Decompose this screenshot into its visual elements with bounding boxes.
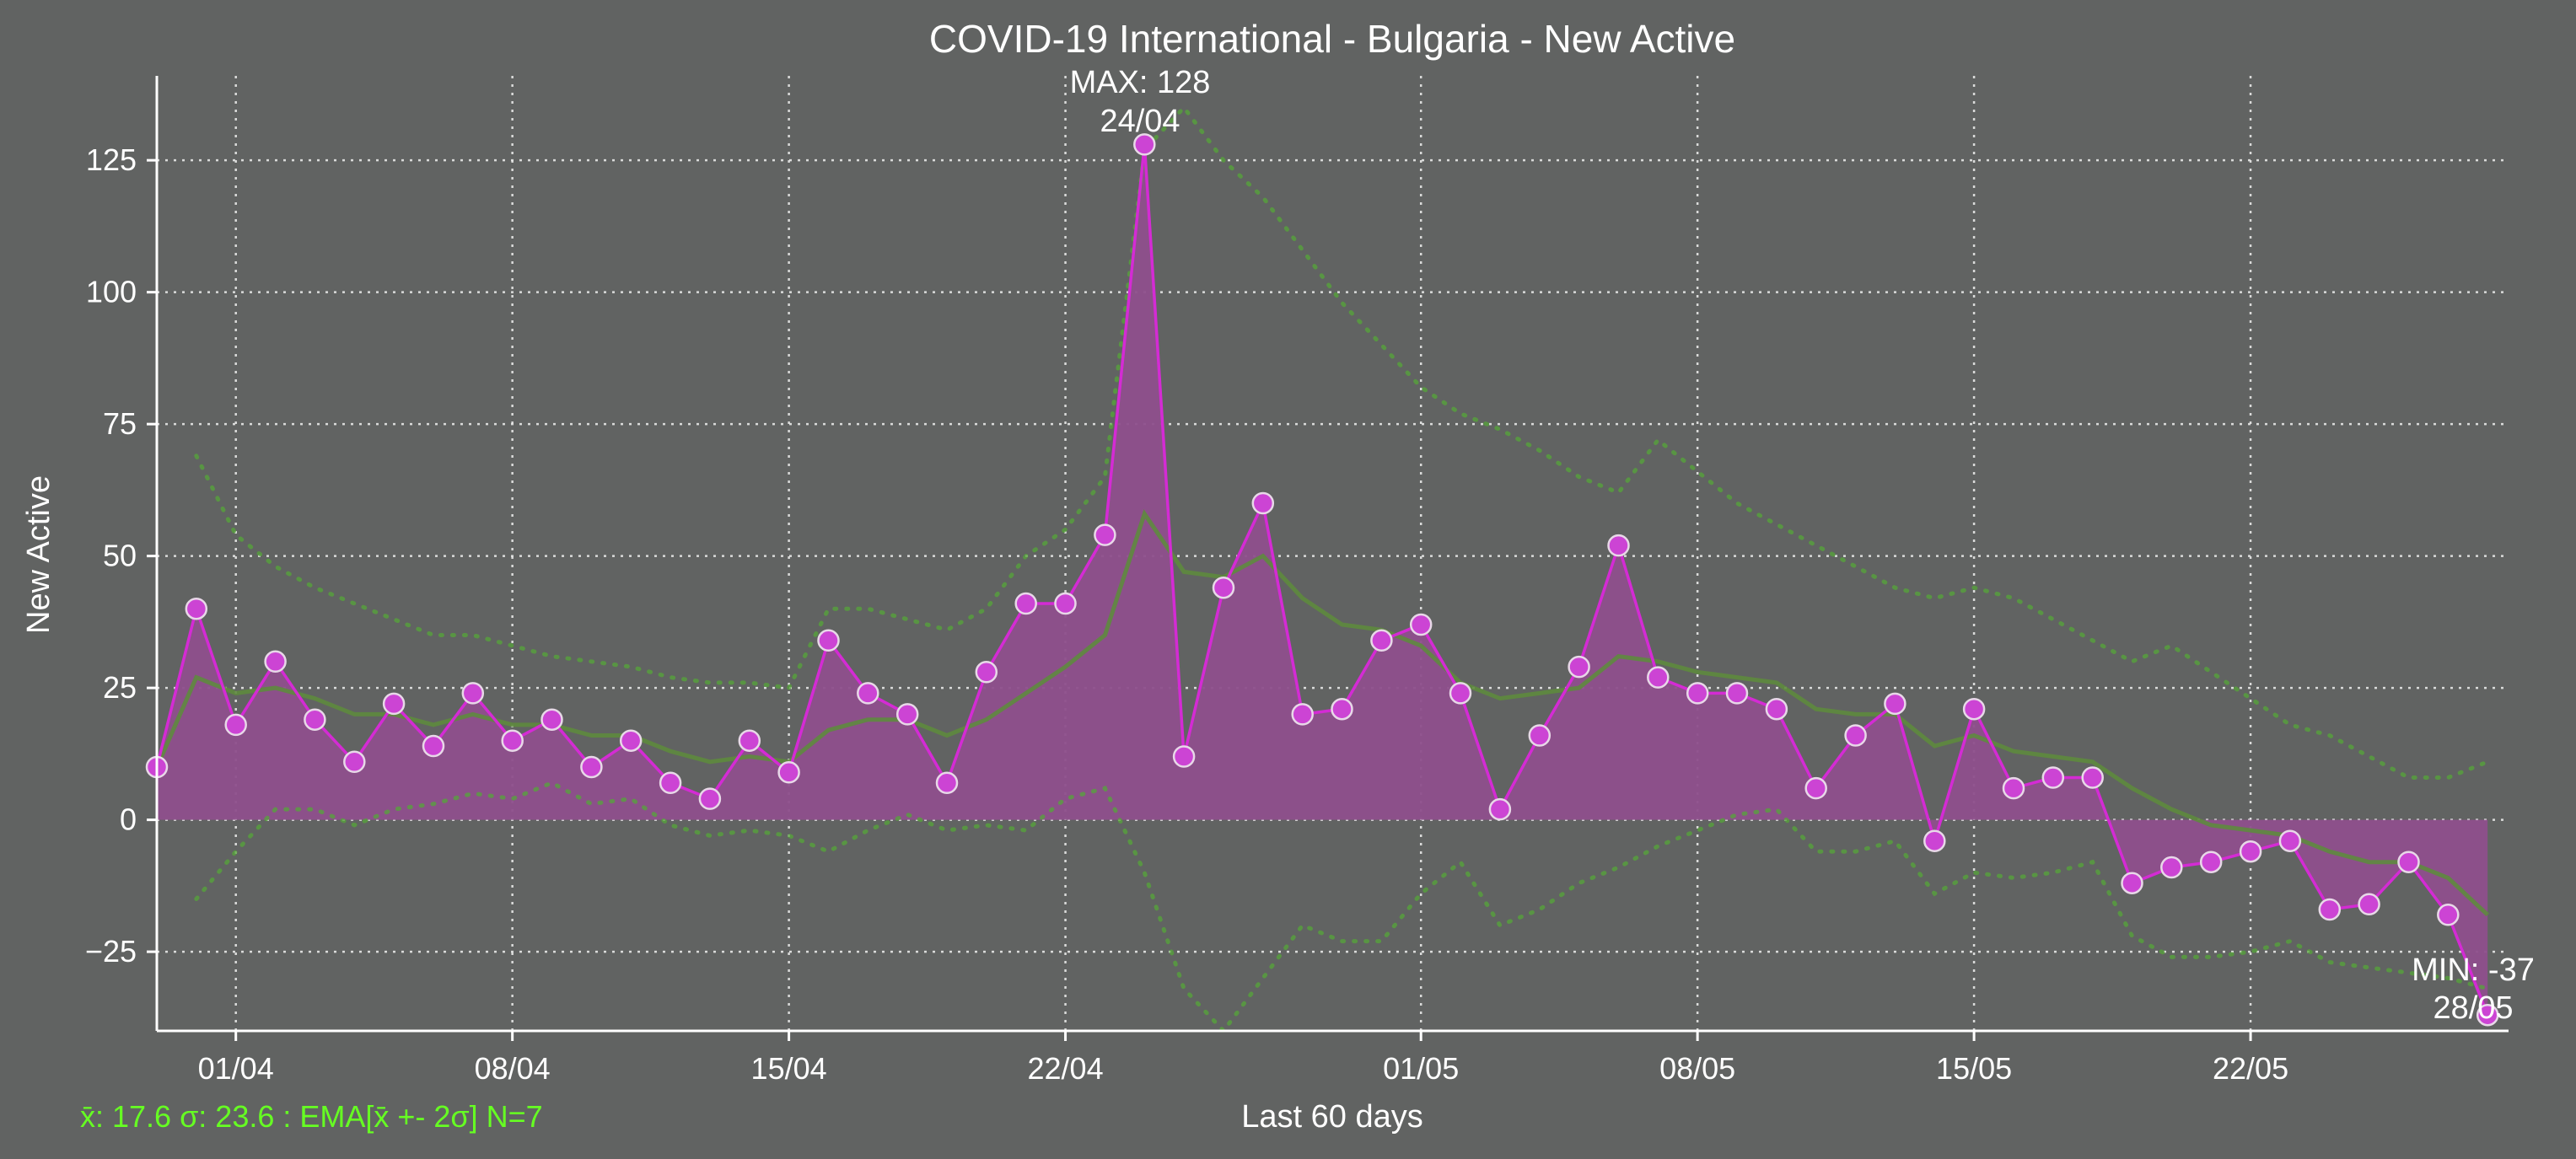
- x-tick-label: 01/04: [198, 1051, 274, 1086]
- data-point: [698, 787, 722, 810]
- data-point: [382, 692, 406, 716]
- data-point: [1488, 797, 1512, 821]
- data-point: [1844, 724, 1867, 747]
- data-point: [1449, 682, 1472, 705]
- stats-summary: x̄: 17.6 σ: 23.6 : EMA[x̄ +- 2σ] N=7: [80, 1099, 543, 1134]
- data-point: [1094, 523, 1116, 546]
- data-point: [1923, 829, 1946, 852]
- data-point: [1725, 682, 1749, 705]
- data-point: [738, 729, 761, 752]
- area-fill: [157, 144, 2488, 1016]
- data-point: [975, 661, 998, 684]
- data-point: [1607, 534, 1630, 557]
- data-point: [1251, 491, 1275, 515]
- data-point: [1804, 776, 1827, 800]
- x-ticks: 01/04 08/04 15/04 22/04 01/05 08/05 15/05 22/05: [198, 1031, 2288, 1086]
- y-ticks: −25 0 25 50 75 100 125: [85, 142, 157, 969]
- data-point: [2041, 766, 2065, 789]
- ema-upper-band-line: [194, 104, 2490, 780]
- x-axis-label: Last 60 days: [1241, 1099, 1422, 1135]
- data-point: [2160, 856, 2183, 879]
- data-point: [2239, 840, 2262, 863]
- data-point: [343, 750, 366, 774]
- x-tick-label: 22/05: [2213, 1051, 2288, 1086]
- data-point: [1370, 629, 1393, 652]
- min-annotation-date: 28/05: [2433, 990, 2513, 1026]
- grid-lines: [157, 76, 2509, 1031]
- data-point: [1765, 697, 1788, 721]
- y-tick-label: 100: [86, 275, 137, 309]
- data-point: [1409, 613, 1433, 636]
- ema-band-lines: [194, 104, 2490, 1034]
- data-point: [857, 682, 879, 705]
- max-annotation-date: 24/04: [1100, 104, 1180, 139]
- data-point: [1528, 724, 1552, 747]
- y-tick-label: 125: [86, 142, 137, 177]
- data-point: [659, 771, 682, 795]
- x-tick-label: 08/05: [1659, 1051, 1735, 1086]
- data-point: [1884, 692, 1906, 716]
- x-tick-label: 08/04: [475, 1051, 551, 1086]
- data-point: [2358, 893, 2380, 916]
- data-point: [185, 597, 208, 620]
- y-tick-label: −25: [85, 934, 137, 969]
- data-point: [619, 729, 643, 752]
- data-point: [2318, 898, 2342, 921]
- data-point: [1331, 697, 1353, 721]
- x-tick-label: 15/05: [1936, 1051, 2012, 1086]
- data-point: [2081, 766, 2104, 789]
- data-point: [777, 761, 800, 784]
- data-point: [2199, 850, 2223, 873]
- data-point: [1133, 133, 1156, 156]
- data-point: [1568, 655, 1590, 679]
- min-annotation-value: MIN: -37: [2412, 952, 2535, 988]
- data-point: [2437, 904, 2460, 926]
- data-point: [895, 703, 919, 726]
- data-point: [461, 682, 485, 705]
- y-axis-label: New Active: [21, 475, 56, 634]
- data-point: [224, 713, 247, 737]
- data-point: [2278, 829, 2302, 852]
- data-point: [2476, 1003, 2499, 1027]
- data-point: [1291, 703, 1314, 726]
- y-tick-label: 25: [103, 670, 137, 705]
- y-tick-label: 0: [120, 802, 137, 837]
- data-point: [1962, 697, 1986, 721]
- x-tick-label: 15/04: [751, 1051, 827, 1086]
- data-point: [935, 771, 959, 795]
- data-point: [1054, 592, 1077, 615]
- x-tick-label: 22/04: [1028, 1051, 1104, 1086]
- y-tick-label: 50: [103, 539, 137, 573]
- series-area-fill: [157, 144, 2488, 1016]
- data-point: [1212, 576, 1235, 599]
- data-point: [580, 755, 603, 779]
- axes: [155, 76, 2509, 1033]
- data-point: [2397, 850, 2420, 873]
- data-point: [540, 708, 563, 731]
- data-point: [1686, 682, 1709, 705]
- data-point: [1014, 592, 1037, 615]
- ema-lower-band-line: [194, 781, 2490, 1034]
- data-point: [1172, 745, 1196, 768]
- data-point: [422, 734, 445, 758]
- data-point: [1647, 666, 1670, 689]
- data-point: [2121, 872, 2143, 894]
- data-point: [264, 650, 287, 673]
- data-point: [501, 729, 524, 752]
- max-annotation-value: MAX: 128: [1070, 65, 1211, 100]
- data-point: [817, 629, 840, 652]
- x-tick-label: 01/05: [1383, 1051, 1459, 1086]
- y-tick-label: 75: [103, 406, 137, 441]
- data-point: [304, 708, 326, 731]
- chart-title: COVID-19 International - Bulgaria - New …: [929, 17, 1735, 61]
- data-points: [145, 133, 2499, 1027]
- data-point: [2002, 776, 2025, 800]
